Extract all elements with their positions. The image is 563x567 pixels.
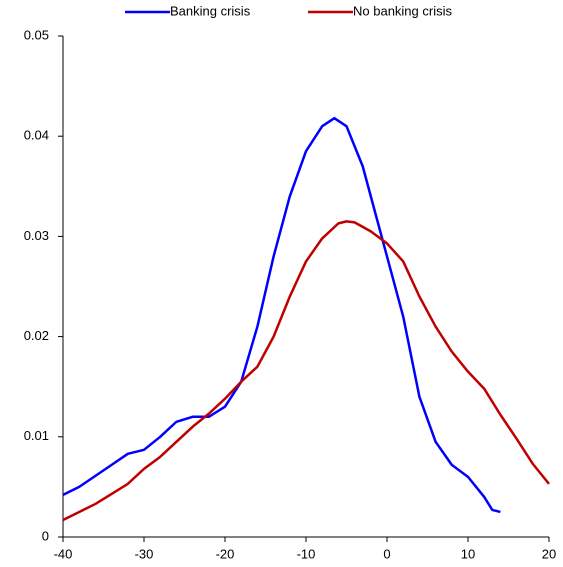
series-line: [62, 220, 550, 522]
y-tick-label: 0: [42, 528, 49, 543]
y-tick-label: 0.01: [24, 428, 49, 443]
x-tick-label: 0: [383, 546, 390, 561]
y-tick-label: 0.03: [24, 228, 49, 243]
y-tick-label: 0.05: [24, 27, 49, 42]
x-tick-label: -20: [216, 546, 235, 561]
x-tick-label: -40: [54, 546, 73, 561]
x-tick-label: -10: [297, 546, 316, 561]
series-line: [62, 116, 501, 514]
legend-label: Banking crisis: [170, 3, 251, 18]
y-tick-label: 0.04: [24, 128, 49, 143]
x-tick-label: -30: [135, 546, 154, 561]
x-tick-label: 10: [461, 546, 475, 561]
y-tick-label: 0.02: [24, 328, 49, 343]
x-tick-label: 20: [542, 546, 556, 561]
legend-label: No banking crisis: [353, 3, 452, 18]
